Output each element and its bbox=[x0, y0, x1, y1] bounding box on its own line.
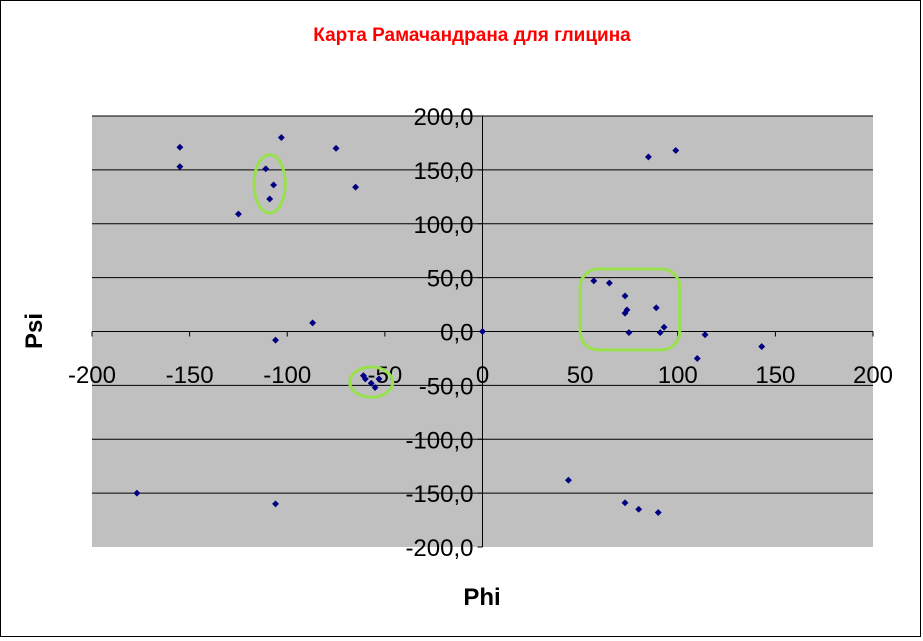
data-point bbox=[605, 279, 613, 287]
y-axis-title: Psi bbox=[21, 313, 48, 349]
data-point bbox=[176, 163, 184, 171]
highlight-box bbox=[578, 267, 682, 352]
data-point bbox=[271, 336, 280, 344]
highlight-ellipse bbox=[252, 153, 287, 215]
x-axis-title: Phi bbox=[463, 584, 500, 611]
data-point bbox=[270, 181, 278, 189]
data-point bbox=[271, 500, 280, 508]
data-point bbox=[564, 476, 572, 484]
highlight-ellipse bbox=[348, 365, 395, 399]
data-point bbox=[133, 489, 141, 497]
data-point bbox=[176, 143, 184, 151]
y-tick-label: 100,0 bbox=[413, 212, 473, 239]
data-point bbox=[621, 292, 629, 300]
highlight-annotations bbox=[252, 153, 682, 399]
data-point bbox=[367, 379, 375, 387]
data-point bbox=[701, 331, 709, 339]
y-axis-ticks: 200,0 150,0 100,0 50,0 0,0 -50,0 -100,0 -150,0 -… bbox=[405, 104, 483, 562]
data-point bbox=[693, 354, 701, 362]
data-point bbox=[262, 165, 270, 173]
y-tick-label: -50,0 bbox=[419, 373, 474, 400]
data-point bbox=[644, 153, 653, 161]
data-points bbox=[133, 133, 766, 517]
y-tick-label: 200,0 bbox=[413, 104, 473, 131]
data-point bbox=[332, 144, 340, 152]
data-point bbox=[652, 304, 660, 312]
chart-title: Карта Рамачандрана для глицина bbox=[313, 25, 631, 46]
x-tick-label: -150 bbox=[166, 362, 214, 389]
data-point bbox=[277, 133, 285, 142]
x-tick-label: 150 bbox=[755, 362, 795, 389]
x-tick-label: 0 bbox=[476, 362, 489, 389]
x-tick-label: -200 bbox=[68, 362, 116, 389]
data-point bbox=[758, 343, 766, 351]
data-point bbox=[590, 277, 598, 285]
data-point bbox=[672, 146, 680, 155]
data-point bbox=[625, 329, 633, 337]
x-tick-label: -100 bbox=[263, 362, 311, 389]
data-point bbox=[309, 319, 317, 327]
y-tick-label: 0,0 bbox=[440, 320, 473, 347]
x-tick-label: 100 bbox=[658, 362, 698, 389]
x-tick-label: 50 bbox=[567, 362, 594, 389]
data-point bbox=[478, 327, 487, 336]
data-point bbox=[654, 508, 662, 517]
y-tick-label: -100,0 bbox=[405, 427, 473, 454]
data-point bbox=[635, 505, 643, 513]
y-tick-label: -150,0 bbox=[405, 481, 473, 508]
data-point bbox=[359, 372, 367, 380]
y-tick-label: -200,0 bbox=[405, 535, 473, 562]
data-point bbox=[234, 210, 242, 218]
data-point bbox=[621, 499, 629, 507]
y-tick-label: 50,0 bbox=[427, 266, 474, 293]
data-point bbox=[660, 323, 668, 331]
data-point bbox=[375, 375, 383, 383]
x-tick-label: 200 bbox=[853, 362, 893, 389]
data-point bbox=[621, 309, 629, 317]
y-tick-label: 150,0 bbox=[413, 158, 473, 185]
data-point bbox=[352, 183, 360, 191]
data-point bbox=[371, 383, 379, 392]
data-point bbox=[656, 329, 664, 337]
data-point bbox=[266, 195, 274, 203]
